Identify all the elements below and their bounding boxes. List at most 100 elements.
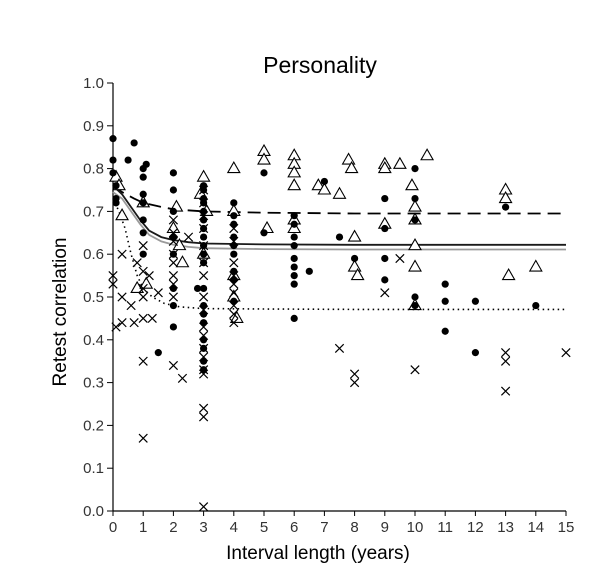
cross-point xyxy=(138,292,148,302)
x-tick-label: 8 xyxy=(350,519,358,536)
dot-point xyxy=(109,156,117,164)
cross-point xyxy=(349,377,360,388)
triangle-point xyxy=(405,178,419,191)
cross-point xyxy=(117,318,127,328)
dot-point xyxy=(381,224,389,233)
dot-point xyxy=(290,233,298,241)
x-tick-label: 9 xyxy=(381,519,389,536)
cross-point xyxy=(229,270,239,281)
cross-point xyxy=(183,232,194,242)
cross-point xyxy=(561,348,571,358)
x-tick-label: 10 xyxy=(407,519,424,536)
data-points xyxy=(108,135,571,512)
triangle-point xyxy=(392,156,407,169)
x-tick-label: 6 xyxy=(290,519,298,536)
triangle-point xyxy=(528,259,543,272)
fitted-lines xyxy=(112,184,566,311)
dot-point xyxy=(139,250,147,258)
dot-point xyxy=(112,182,120,190)
x-tick-label: 7 xyxy=(320,519,328,536)
triangle-point xyxy=(350,267,365,281)
triangle-point xyxy=(311,178,326,191)
cross-point xyxy=(334,343,345,353)
triangle-point xyxy=(175,255,190,268)
dot-point xyxy=(305,267,313,275)
cross-point xyxy=(177,373,188,383)
dot-point xyxy=(532,301,540,310)
y-tick-label: 0.0 xyxy=(83,503,104,520)
dot-point xyxy=(290,280,298,288)
dot-point xyxy=(260,229,268,237)
dashed-fit-line xyxy=(112,184,566,215)
triangle-point xyxy=(139,276,154,289)
cross-point xyxy=(108,270,118,281)
dot-point xyxy=(169,323,177,331)
triangle-point xyxy=(226,160,241,174)
dot-point xyxy=(169,301,177,310)
cross-point xyxy=(138,283,148,294)
cross-point xyxy=(117,292,127,302)
dot-point xyxy=(290,220,298,228)
cross-point xyxy=(229,279,239,289)
cross-point xyxy=(198,330,209,341)
dot-point xyxy=(142,160,150,168)
dot-point xyxy=(200,233,208,241)
dot-point xyxy=(139,199,147,207)
cross-point xyxy=(168,292,179,302)
triangle-point xyxy=(257,152,271,165)
cross-point xyxy=(229,258,239,268)
dot-point xyxy=(109,169,117,177)
cross-point xyxy=(126,300,136,311)
triangle-point xyxy=(408,199,422,212)
triangle-point xyxy=(347,229,362,242)
dot-point xyxy=(290,263,298,271)
triangle-point xyxy=(341,152,356,165)
cross-point xyxy=(395,253,405,264)
cross-point xyxy=(198,241,209,251)
triangle-point xyxy=(420,148,435,161)
x-tick-label: 4 xyxy=(230,519,238,536)
cross-point xyxy=(132,258,142,268)
cross-point xyxy=(138,356,148,366)
dot-point xyxy=(381,194,389,203)
dot-point xyxy=(411,165,419,173)
y-tick-label: 0.3 xyxy=(83,375,104,392)
y-tick-label: 0.8 xyxy=(83,161,104,178)
dot-point xyxy=(411,301,419,310)
cross-point xyxy=(168,360,179,371)
triangle-point xyxy=(287,178,302,191)
cross-point xyxy=(168,249,179,259)
x-tick-label: 5 xyxy=(260,519,268,536)
dot-point xyxy=(471,297,479,305)
dot-point xyxy=(130,139,138,147)
x-tick-label: 12 xyxy=(467,519,484,536)
cross-point xyxy=(198,352,209,362)
cross-point xyxy=(108,279,118,289)
dot-point xyxy=(290,242,298,250)
dot-point xyxy=(351,254,359,263)
dot-point xyxy=(193,284,202,293)
x-tick-label: 15 xyxy=(558,519,575,536)
dot-point xyxy=(411,216,419,224)
dot-point xyxy=(441,327,449,335)
cross-point xyxy=(198,198,209,208)
x-tick-label: 13 xyxy=(497,519,514,536)
dot-point xyxy=(411,194,419,203)
dot-point xyxy=(335,233,344,241)
x-tick-label: 2 xyxy=(169,519,177,536)
y-tick-label: 0.2 xyxy=(83,417,104,434)
dot-point xyxy=(290,212,298,220)
cross-point xyxy=(229,236,239,246)
dot-point xyxy=(200,284,208,293)
y-tick-label: 0.9 xyxy=(83,118,104,135)
x-tick-label: 11 xyxy=(437,519,453,536)
dot-point xyxy=(169,207,177,215)
dot-point xyxy=(381,276,389,284)
dot-point xyxy=(109,135,117,143)
cross-point xyxy=(198,502,209,512)
dot-point xyxy=(441,280,449,288)
dot-point xyxy=(230,250,238,258)
cross-point xyxy=(138,433,148,443)
cross-point xyxy=(138,313,148,324)
